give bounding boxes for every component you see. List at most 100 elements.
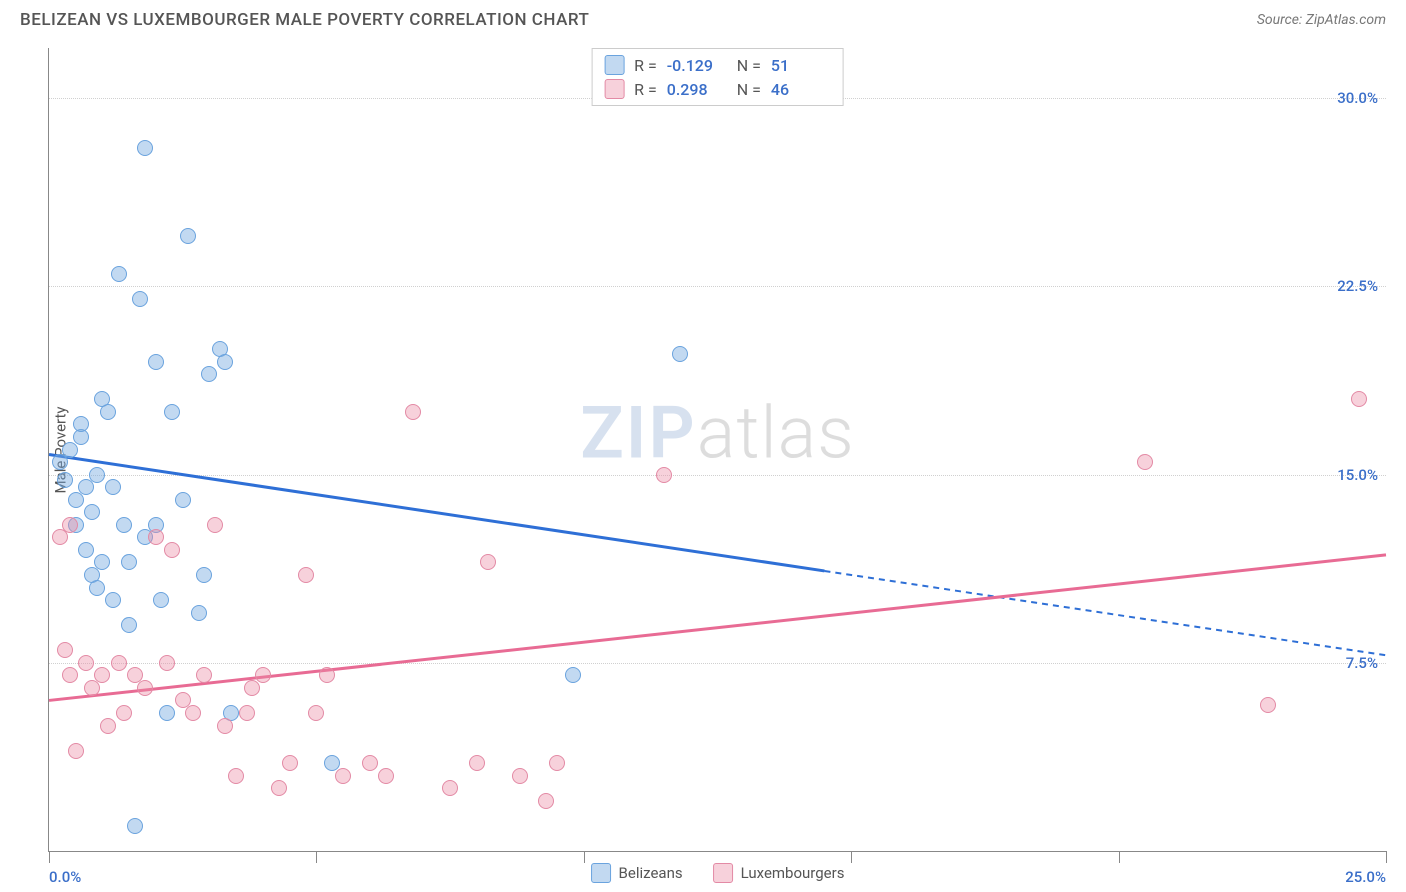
- x-tick: [1119, 851, 1120, 863]
- data-point: [84, 504, 100, 520]
- data-point: [191, 605, 207, 621]
- data-point: [271, 780, 287, 796]
- data-point: [89, 467, 105, 483]
- data-point: [62, 442, 78, 458]
- legend-row: R = -0.129 N = 51: [604, 53, 831, 77]
- data-point: [94, 667, 110, 683]
- data-point: [378, 768, 394, 784]
- data-point: [100, 718, 116, 734]
- data-point: [201, 366, 217, 382]
- data-point: [175, 492, 191, 508]
- x-tick: [851, 851, 852, 863]
- legend-n-label: N =: [737, 80, 761, 99]
- data-point: [442, 780, 458, 796]
- legend-swatch: [604, 55, 624, 75]
- legend-n-value: 51: [771, 56, 831, 75]
- legend-r-value: 0.298: [667, 80, 727, 99]
- data-point: [111, 655, 127, 671]
- data-point: [68, 492, 84, 508]
- data-point: [78, 542, 94, 558]
- data-point: [196, 667, 212, 683]
- data-point: [405, 404, 421, 420]
- data-point: [127, 818, 143, 834]
- data-point: [1260, 697, 1276, 713]
- data-point: [121, 617, 137, 633]
- data-point: [57, 642, 73, 658]
- data-point: [105, 479, 121, 495]
- y-tick-label: 15.0%: [1337, 466, 1378, 484]
- data-point: [308, 705, 324, 721]
- data-point: [298, 567, 314, 583]
- trend-lines: [49, 48, 1386, 851]
- y-tick-label: 7.5%: [1346, 654, 1378, 672]
- data-point: [1137, 454, 1153, 470]
- data-point: [480, 554, 496, 570]
- data-point: [62, 517, 78, 533]
- data-point: [137, 680, 153, 696]
- x-tick-label: 25.0%: [1345, 868, 1386, 886]
- legend-swatch: [713, 863, 733, 883]
- legend-r-label: R =: [634, 56, 657, 75]
- source-attribution: Source: ZipAtlas.com: [1257, 12, 1386, 28]
- data-point: [228, 768, 244, 784]
- data-point: [469, 755, 485, 771]
- legend-series-item: Luxembourgers: [713, 863, 845, 883]
- data-point: [217, 718, 233, 734]
- x-tick: [1386, 851, 1387, 863]
- correlation-chart: Male Poverty 7.5%15.0%22.5%30.0%0.0%25.0…: [48, 48, 1386, 852]
- data-point: [672, 346, 688, 362]
- data-point: [180, 228, 196, 244]
- plot-area: 7.5%15.0%22.5%30.0%0.0%25.0%: [49, 48, 1386, 851]
- data-point: [78, 479, 94, 495]
- data-point: [84, 680, 100, 696]
- y-tick-label: 30.0%: [1337, 89, 1378, 107]
- data-point: [159, 655, 175, 671]
- legend-swatch: [604, 79, 624, 99]
- data-point: [656, 467, 672, 483]
- legend-swatch: [591, 863, 611, 883]
- data-point: [512, 768, 528, 784]
- data-point: [89, 580, 105, 596]
- data-point: [57, 472, 73, 488]
- data-point: [362, 755, 378, 771]
- legend-row: R = 0.298 N = 46: [604, 77, 831, 101]
- data-point: [159, 705, 175, 721]
- data-point: [164, 542, 180, 558]
- data-point: [1351, 391, 1367, 407]
- data-point: [319, 667, 335, 683]
- data-point: [153, 592, 169, 608]
- data-point: [116, 517, 132, 533]
- data-point: [239, 705, 255, 721]
- data-point: [565, 667, 581, 683]
- data-point: [148, 529, 164, 545]
- data-point: [282, 755, 298, 771]
- data-point: [121, 554, 137, 570]
- y-tick-label: 22.5%: [1337, 277, 1378, 295]
- x-tick: [49, 851, 50, 863]
- data-point: [78, 655, 94, 671]
- data-point: [148, 354, 164, 370]
- legend-series-name: Luxembourgers: [741, 864, 845, 882]
- data-point: [207, 517, 223, 533]
- legend-r-value: -0.129: [667, 56, 727, 75]
- data-point: [538, 793, 554, 809]
- x-tick: [584, 851, 585, 863]
- legend-n-label: N =: [737, 56, 761, 75]
- legend-n-value: 46: [771, 80, 831, 99]
- chart-title: BELIZEAN VS LUXEMBOURGER MALE POVERTY CO…: [20, 10, 589, 30]
- data-point: [137, 140, 153, 156]
- legend-series-item: Belizeans: [591, 863, 683, 883]
- data-point: [185, 705, 201, 721]
- data-point: [105, 592, 121, 608]
- gridline: [49, 286, 1386, 287]
- data-point: [52, 529, 68, 545]
- data-point: [164, 404, 180, 420]
- data-point: [217, 354, 233, 370]
- data-point: [73, 416, 89, 432]
- data-point: [549, 755, 565, 771]
- legend-r-label: R =: [634, 80, 657, 99]
- data-point: [94, 554, 110, 570]
- data-point: [335, 768, 351, 784]
- x-tick-label: 0.0%: [49, 868, 81, 886]
- data-point: [52, 454, 68, 470]
